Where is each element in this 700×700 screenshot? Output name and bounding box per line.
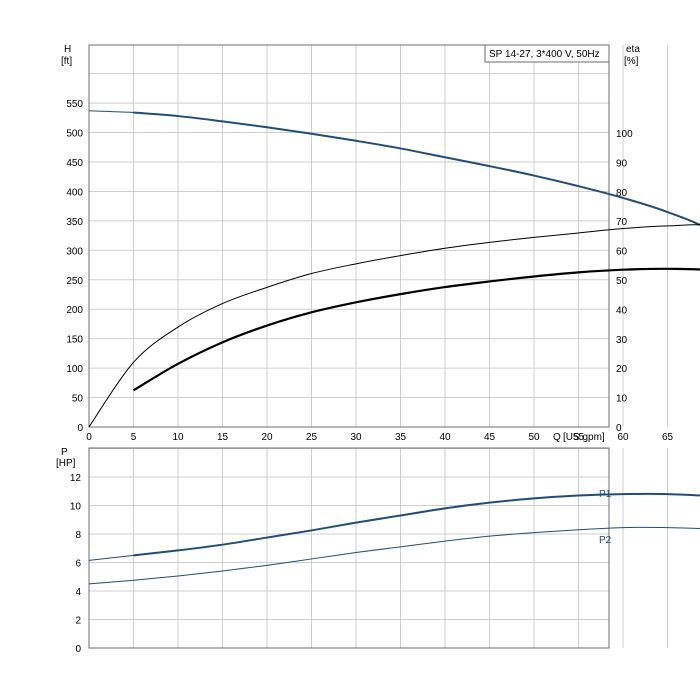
eta-tick-label: 50 (616, 276, 628, 287)
eta-tick-label: 30 (616, 335, 628, 346)
x-tick-label: 30 (350, 432, 362, 443)
h-tick-label: 400 (66, 187, 83, 198)
eta-tick-label: 10 (616, 394, 628, 405)
x-tick-label: 25 (306, 432, 318, 443)
x-tick-label: 5 (131, 432, 137, 443)
p-tick-label: 4 (75, 587, 81, 598)
h-tick-label: 250 (66, 276, 83, 287)
chart-title-box (484, 44, 610, 63)
x-tick-label: 35 (395, 432, 407, 443)
h-tick-label: 550 (66, 99, 83, 110)
power-axis-unit: [HP] (56, 458, 76, 469)
h-tick-label: 0 (77, 423, 83, 434)
power-chart-frame (88, 447, 610, 649)
eta-tick-label: 70 (616, 217, 628, 228)
eta-tick-label: 100 (616, 129, 633, 140)
h-tick-label: 50 (72, 394, 84, 405)
eta-tick-label: 60 (616, 247, 628, 258)
x-tick-label: 45 (484, 432, 496, 443)
series-labels: P1 P2 (599, 489, 612, 546)
head-chart-grid (89, 45, 668, 427)
eta-curve-thick (132, 267, 700, 392)
head-curve (133, 111, 700, 227)
p2-curve (88, 526, 700, 585)
x-tick-label: 20 (261, 432, 273, 443)
chart-title: SP 14-27, 3*400 V, 50Hz (489, 49, 600, 60)
eta-tick-label: 0 (616, 423, 622, 434)
eta-axis-label: eta (626, 44, 640, 55)
p1-curve (133, 492, 700, 557)
p-tick-label: 6 (75, 559, 81, 570)
p-tick-label: 8 (75, 530, 81, 541)
p-tick-label: 0 (75, 644, 81, 655)
x-tick-label: 60 (617, 432, 629, 443)
eta-tick-label: 90 (616, 158, 628, 169)
h-tick-label: 500 (66, 129, 83, 140)
h-tick-label: 350 (66, 217, 83, 228)
x-tick-label: 0 (86, 432, 92, 443)
eta-axis-unit: [%] (624, 56, 639, 67)
eta-tick-label: 80 (616, 188, 628, 199)
x-tick-label: 55 (573, 432, 585, 443)
p2-label: P2 (599, 535, 612, 546)
eta-tick-label: 40 (616, 305, 628, 316)
h-tick-label: 450 (66, 158, 83, 169)
x-tick-label: 15 (217, 432, 229, 443)
h-tick-label: 100 (66, 364, 83, 375)
p-tick-label: 10 (70, 502, 82, 513)
head-axis-unit: [ft] (61, 56, 72, 67)
curves (88, 110, 700, 585)
p1-label: P1 (599, 489, 612, 500)
p-tick-label: 2 (75, 616, 81, 627)
x-tick-label: 10 (172, 432, 184, 443)
h-tick-label: 300 (66, 246, 83, 257)
head-axis-label-h: H (64, 44, 71, 55)
h-tick-label: 200 (66, 305, 83, 316)
eta-tick-label: 20 (616, 364, 628, 375)
tick-labels: 0510152025303540455055606570050100150200… (66, 99, 674, 655)
h-tick-label: 150 (66, 335, 83, 346)
x-tick-label: 40 (439, 432, 451, 443)
x-tick-label: 65 (662, 432, 674, 443)
x-tick-label: 50 (528, 432, 540, 443)
power-axis-label-p: P (61, 447, 68, 458)
q-axis-unit: [US gpm] (563, 432, 605, 443)
p-tick-label: 12 (70, 473, 82, 484)
head-chart-frame (88, 44, 610, 428)
q-axis-label: Q (553, 432, 561, 443)
eta-curve-thin (88, 224, 700, 428)
